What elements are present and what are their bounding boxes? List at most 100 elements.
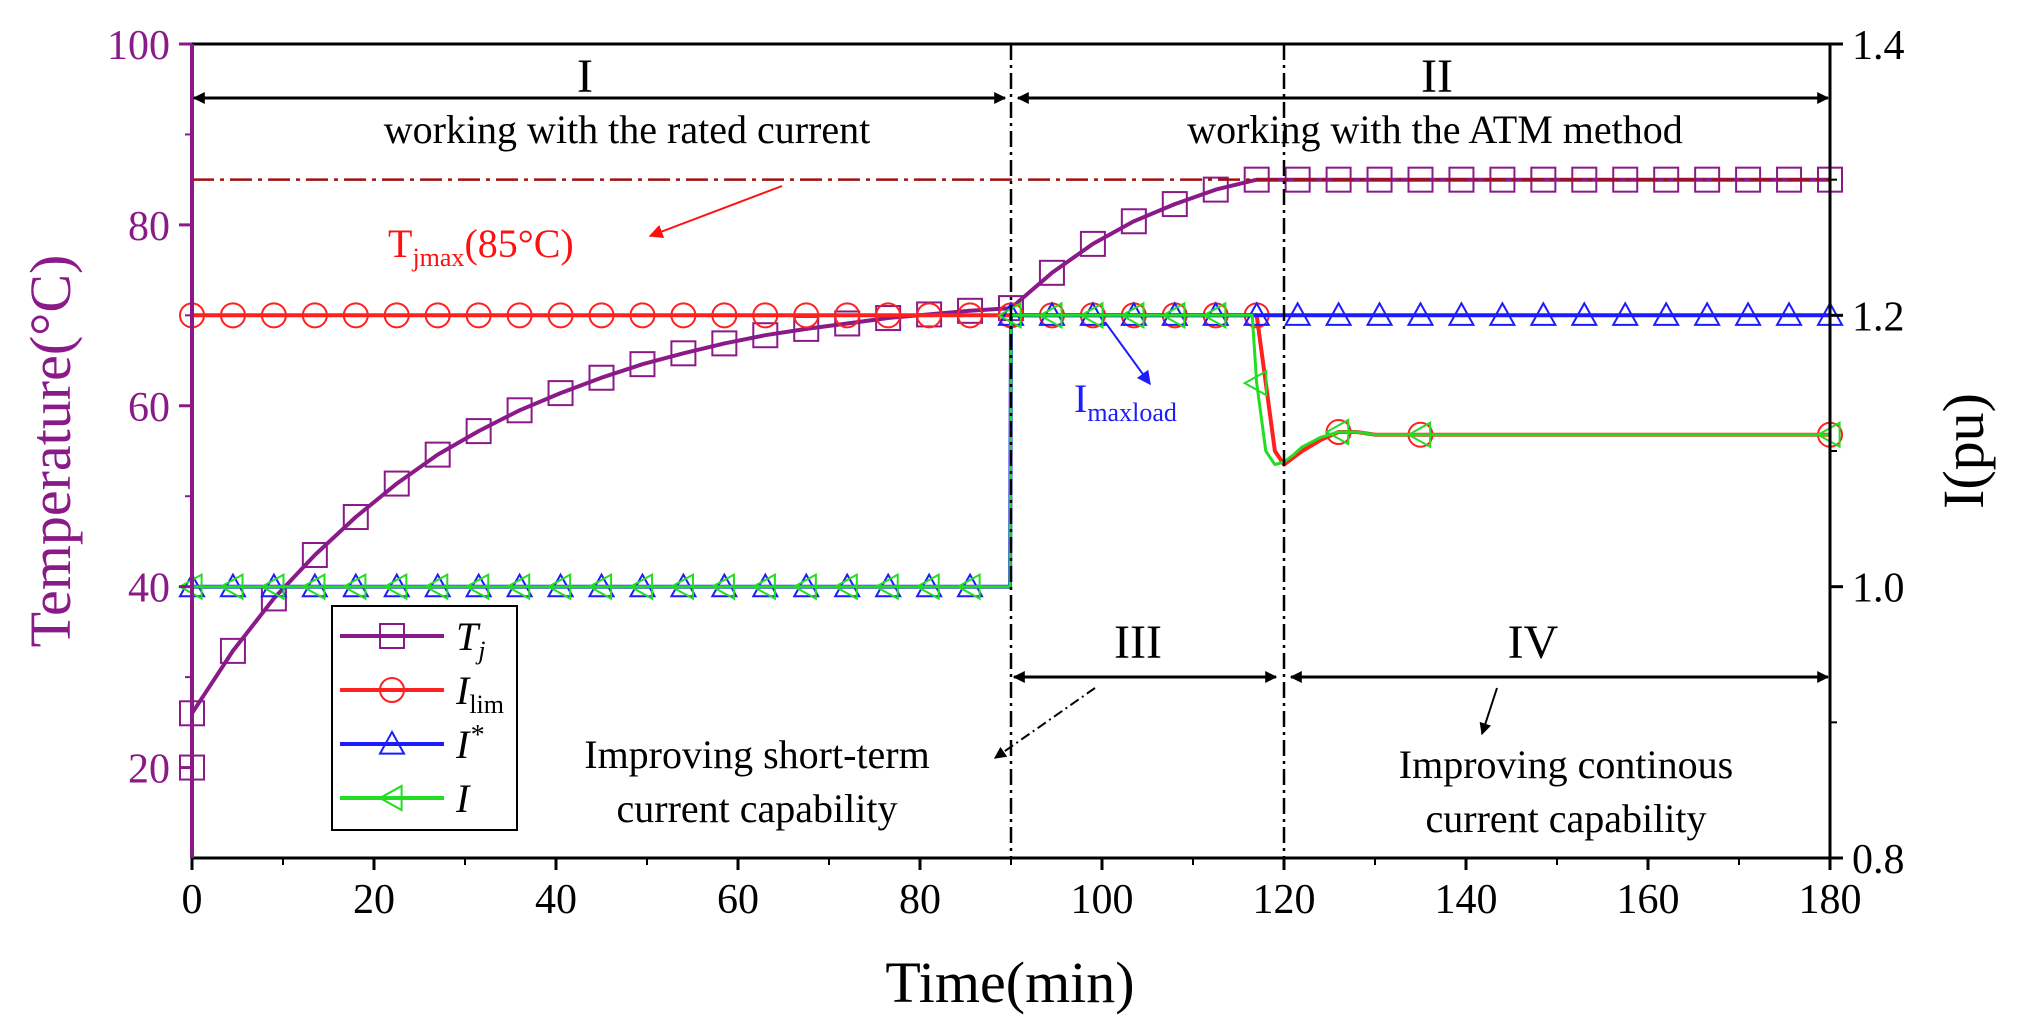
ticks-layer: 0 20 40 60 80 100 120 140 160 180 20 40 60 80 100 0.8 1.… [107,23,1905,923]
data-point-tj [711,330,738,357]
data-point-i [505,572,531,601]
data-point-ilim [875,302,902,329]
annotations: I II working with the rated current work… [192,50,1830,841]
legend-label-main: I [455,668,471,713]
x-tick-label: 160 [1617,877,1680,923]
data-point-i [915,572,940,601]
x-tick-label: 60 [717,877,759,923]
data-point-i [587,572,613,601]
data-point-istar [1283,301,1312,326]
data-point-ilim [793,302,820,329]
x-axis-label: Time(min) [885,950,1134,1015]
data-point-i [710,572,735,601]
data-point-i [341,572,367,601]
data-point-i [300,572,326,601]
tjmax-label-main: T [388,221,412,266]
y-right-tick-label: 0.8 [1852,837,1905,883]
data-point-tj [1161,191,1188,218]
data-point-istar [1406,301,1435,326]
short-term-line2: current capability [617,786,898,831]
x-tick-label: 40 [535,877,577,923]
legend-label-sup: * [469,720,483,751]
x-tick-label: 100 [1071,877,1134,923]
data-point-tj [834,310,861,337]
data-point-i [1201,301,1227,330]
data-point-tj [383,470,410,497]
data-point-ilim [957,302,984,329]
data-point-tj [547,380,574,407]
region-label-IV: IV [1508,616,1559,669]
x-tick-label: 0 [182,877,203,923]
legend-label-tj: Tj [456,614,485,665]
data-point-ilim [260,302,287,329]
data-point-ilim [301,302,328,329]
y-left-tick-label: 40 [128,566,170,612]
data-point-tj [1202,176,1229,203]
data-point-i [1242,369,1268,397]
legend-marker-tj [379,623,405,649]
legend-label-main: T [456,614,481,659]
tjmax-label: Tjmax(85°C) [388,221,574,272]
data-point-istar [1324,301,1353,326]
atm-method-text: working with the ATM method [1187,107,1683,152]
data-point-i [955,572,981,601]
data-point-istar [1570,301,1598,326]
y-left-tick-label: 80 [128,204,170,250]
tjmax-pointer [648,185,783,239]
region-label-I: I [577,50,593,103]
legend-box [331,605,518,831]
data-point-tj [424,441,451,468]
data-point-tj [465,418,492,445]
data-point-ilim [834,302,861,329]
data-point-tj [219,637,246,664]
data-point-istar [1693,301,1721,326]
data-point-i [833,572,858,601]
region-label-II: II [1421,50,1453,103]
data-point-i [546,572,572,601]
data-point-ilim [629,302,656,329]
series-line-i [192,313,1830,589]
data-point-istar [1529,301,1558,326]
rated-current-text: working with the rated current [384,107,871,152]
data-point-i [423,572,449,601]
x-tick-label: 80 [899,877,941,923]
x-tick-label: 140 [1435,877,1498,923]
imaxload-label: Imaxload [1074,376,1177,427]
data-point-ilim [588,302,615,329]
series-layer [177,166,1844,781]
data-point-i [874,572,899,601]
data-point-tj [301,542,328,569]
data-point-tj [670,340,697,367]
data-point-i [218,572,244,601]
tjmax-label-sub: jmax [411,243,464,272]
data-point-ilim [424,302,451,329]
data-point-tj [1079,230,1106,257]
x-tick-label: 180 [1799,877,1862,923]
tjmax-label-rest: (85°C) [464,221,573,266]
data-point-i [1160,301,1186,330]
legend-label-i: I [455,776,471,821]
imaxload-label-main: I [1074,376,1087,421]
data-point-istar [1652,301,1680,326]
data-point-i [464,572,490,601]
data-point-tj [588,364,615,391]
x-tick-label: 120 [1253,877,1316,923]
data-point-istar [1488,301,1517,326]
legend-marker-i [377,784,403,812]
data-point-i [669,572,694,601]
data-point-ilim [506,302,533,329]
data-point-i [1119,301,1145,330]
data-point-istar [1611,301,1639,326]
data-point-i [259,572,285,601]
data-point-ilim [342,302,369,329]
data-point-ilim [383,302,410,329]
data-point-ilim [465,302,492,329]
data-point-istar [1775,301,1803,326]
data-point-i [382,572,408,601]
legend-label-istar: I* [455,720,483,767]
data-point-ilim [219,302,246,329]
data-point-ilim [670,302,697,329]
data-point-tj [1120,208,1147,235]
